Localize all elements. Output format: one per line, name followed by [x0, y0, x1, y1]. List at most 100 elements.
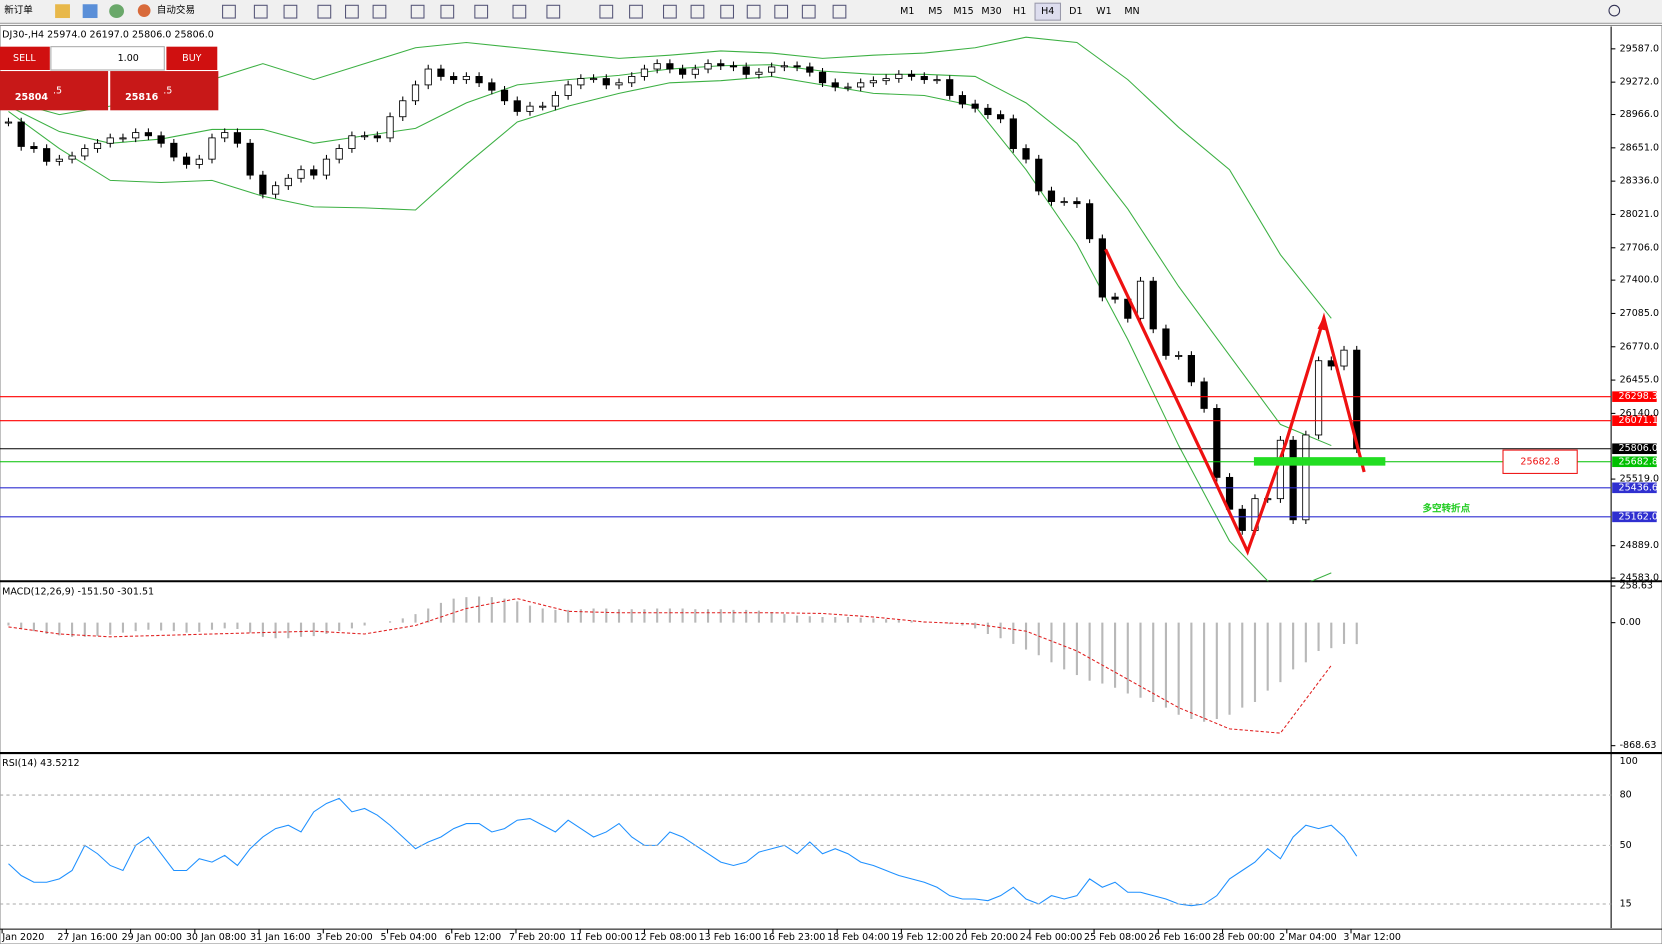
- rsi-tick-label: 15: [1620, 899, 1632, 910]
- time-label: 28 Feb 00:00: [1212, 932, 1275, 943]
- icon[interactable]: [109, 4, 125, 19]
- timeframe-button[interactable]: D1: [1069, 6, 1082, 17]
- auto-trading-button[interactable]: 自动交易: [157, 4, 195, 16]
- callout-box: [1502, 449, 1578, 474]
- price-level-label: 25162.0: [1619, 511, 1658, 522]
- price-level-tag: [1612, 443, 1657, 455]
- time-label: 7 Feb 20:00: [509, 932, 565, 943]
- buy-price[interactable]: 25816: [125, 92, 159, 103]
- sell-label[interactable]: SELL: [13, 53, 36, 64]
- buy-pips[interactable]: .5: [163, 86, 172, 97]
- price-tick-label: 27706.0: [1620, 242, 1659, 253]
- candle: [361, 135, 369, 138]
- timeframe-button[interactable]: MN: [1124, 6, 1139, 17]
- sell-pips[interactable]: .5: [53, 86, 62, 97]
- candle: [30, 146, 38, 149]
- time-label: 11 Feb 00:00: [570, 932, 633, 943]
- macd-tick-label: 258.63: [1620, 581, 1653, 592]
- tool-icon[interactable]: [317, 4, 332, 19]
- candle: [679, 68, 687, 75]
- candle: [1009, 118, 1017, 149]
- timeframe-button[interactable]: W1: [1096, 6, 1111, 17]
- timeframe-button[interactable]: M5: [928, 6, 942, 17]
- buy-label[interactable]: BUY: [182, 53, 202, 64]
- search-icon[interactable]: [1608, 4, 1621, 17]
- candle: [793, 65, 801, 68]
- auto-trading-icon[interactable]: [137, 4, 151, 17]
- candle: [907, 73, 916, 77]
- candle: [475, 76, 483, 84]
- candle: [755, 71, 763, 75]
- price-tick-label: 29587.0: [1620, 43, 1659, 54]
- icon[interactable]: [55, 4, 70, 19]
- buy-button[interactable]: [166, 46, 218, 71]
- candle: [920, 76, 928, 81]
- tool-icon[interactable]: [801, 4, 816, 19]
- tool-icon[interactable]: [512, 4, 527, 19]
- tool-icon[interactable]: [690, 4, 705, 19]
- sell-button[interactable]: [0, 46, 50, 71]
- tool-icon[interactable]: [283, 4, 298, 19]
- sell-price-box[interactable]: [0, 71, 109, 111]
- icon[interactable]: [82, 4, 98, 19]
- tool-icon[interactable]: [345, 4, 359, 19]
- candle: [564, 84, 572, 96]
- candle: [93, 142, 102, 149]
- candle: [1035, 158, 1043, 192]
- candle: [462, 76, 470, 81]
- chart-header: DJ30-,H4 25974.0 26197.0 25806.0 25806.0: [2, 30, 214, 41]
- candle: [500, 89, 509, 102]
- timeframe-button[interactable]: H4: [1041, 6, 1054, 17]
- price-level-tag: [1612, 482, 1657, 494]
- tool-icon[interactable]: [629, 4, 643, 19]
- macd-signal: [8, 598, 1332, 734]
- tool-icon[interactable]: [474, 4, 489, 19]
- turning-bar: [1253, 457, 1386, 466]
- buy-price-box[interactable]: [110, 71, 219, 111]
- tool-icon[interactable]: [774, 4, 789, 19]
- candle: [424, 68, 432, 86]
- timeframe-button[interactable]: M1: [900, 6, 914, 17]
- rsi-tick-label: 50: [1620, 840, 1632, 851]
- candle: [335, 148, 343, 160]
- tool-icon[interactable]: [546, 4, 561, 19]
- candle: [577, 78, 585, 86]
- candle: [818, 71, 827, 84]
- sell-price[interactable]: 25804: [15, 92, 49, 103]
- time-label: 16 Feb 23:00: [763, 932, 826, 943]
- candle: [1175, 355, 1183, 357]
- tool-icon[interactable]: [222, 4, 236, 19]
- candle: [106, 137, 114, 144]
- tool-icon[interactable]: [410, 4, 425, 19]
- tool-icon[interactable]: [662, 4, 677, 19]
- lots[interactable]: 1.00: [118, 53, 139, 64]
- price-level-label: 26298.3: [1619, 391, 1658, 402]
- timeframe-button[interactable]: H1: [1013, 6, 1026, 17]
- tool-icon[interactable]: [720, 4, 735, 19]
- candle: [144, 132, 152, 137]
- candle: [742, 66, 750, 75]
- tool-icon[interactable]: [746, 4, 761, 19]
- candle: [1149, 280, 1157, 330]
- price-tick-label: 27400.0: [1620, 275, 1659, 286]
- lots-field[interactable]: [50, 46, 165, 71]
- tool-icon[interactable]: [440, 4, 455, 19]
- price-level-tag: [1612, 415, 1657, 426]
- candle: [895, 73, 903, 79]
- tool-icon[interactable]: [372, 4, 387, 19]
- candle: [119, 137, 127, 140]
- price-tick-label: 28966.0: [1620, 109, 1659, 120]
- candle: [157, 135, 165, 144]
- tool-icon[interactable]: [599, 4, 614, 19]
- candle: [946, 79, 954, 96]
- time-label: 25 Feb 08:00: [1084, 932, 1147, 943]
- candle: [195, 158, 203, 165]
- new-order-button[interactable]: 新订单: [4, 4, 33, 16]
- tool-icon[interactable]: [253, 4, 268, 19]
- timeframe-button[interactable]: M15: [953, 6, 973, 17]
- candle: [310, 169, 318, 176]
- timeframe-button[interactable]: M30: [981, 6, 1001, 17]
- candle: [780, 65, 788, 68]
- tool-icon[interactable]: [832, 4, 847, 19]
